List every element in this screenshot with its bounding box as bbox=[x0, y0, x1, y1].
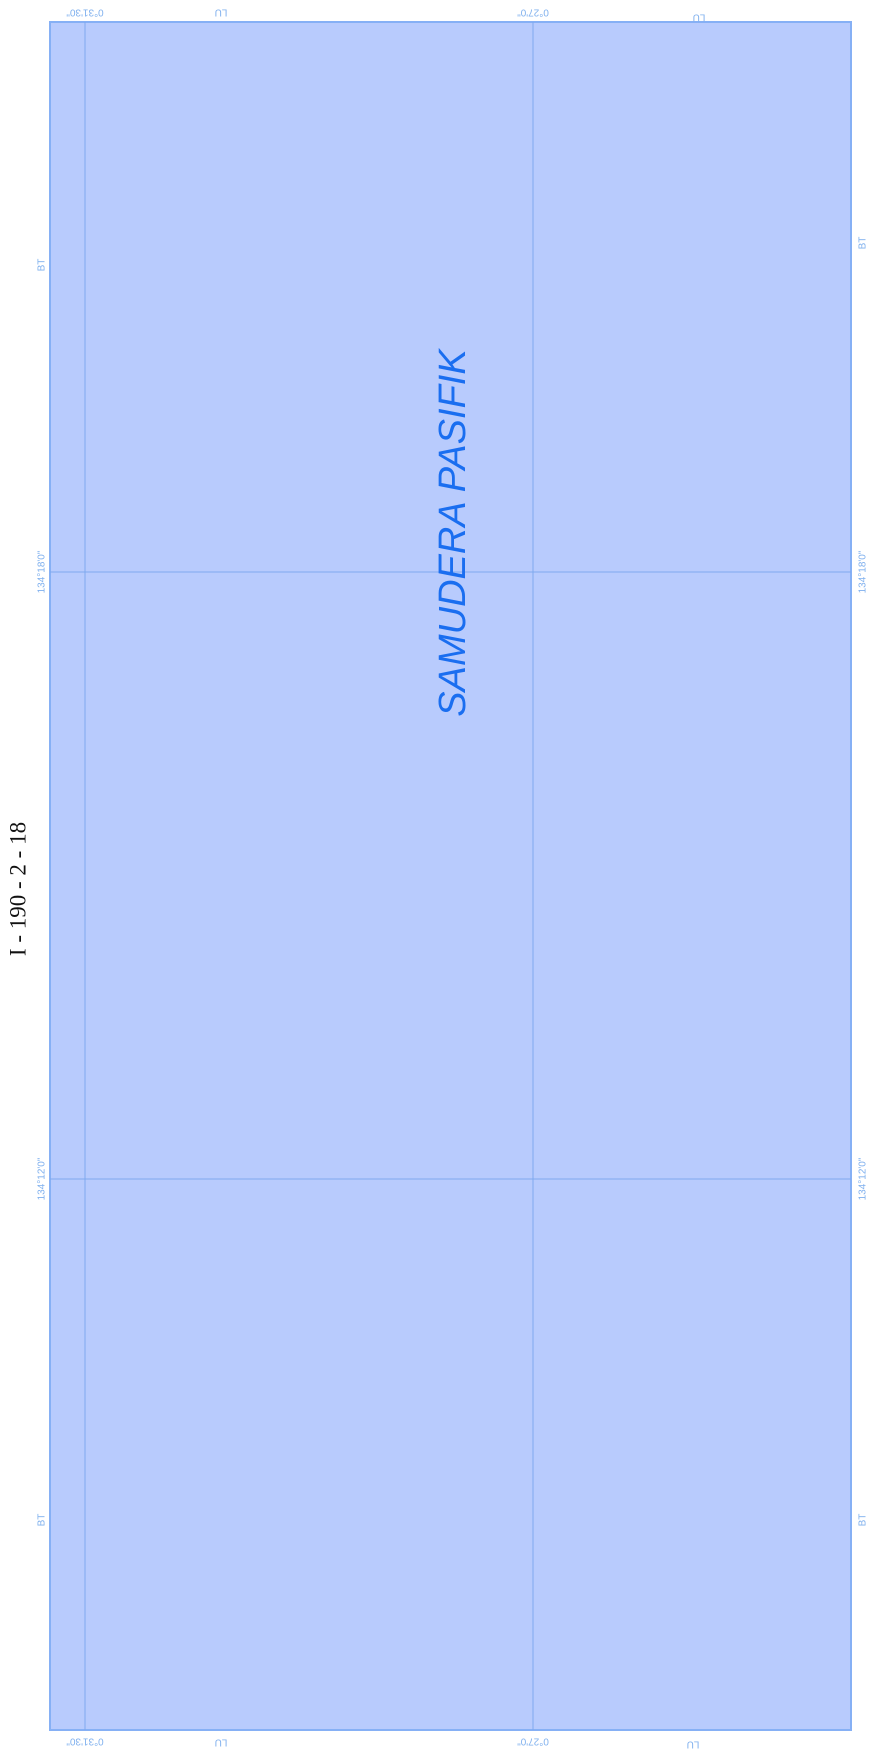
sheet-number: I - 190 - 2 - 18 bbox=[5, 822, 30, 956]
hemisphere-label: LU bbox=[687, 1738, 700, 1749]
longitude-label: 134°12'0" bbox=[858, 1157, 869, 1200]
hemisphere-label: LU bbox=[693, 11, 706, 22]
longitude-label: 134°12'0" bbox=[37, 1157, 48, 1200]
latitude-label: 0°27'0" bbox=[517, 1735, 549, 1746]
hemisphere-label: LU bbox=[215, 1736, 228, 1747]
latitude-label: 0°31'30" bbox=[66, 6, 104, 17]
latitude-label: 0°31'30" bbox=[66, 1735, 104, 1746]
longitude-label: 134°18'0" bbox=[37, 550, 48, 593]
hemisphere-label: BT bbox=[858, 237, 869, 250]
hemisphere-label: LU bbox=[215, 6, 228, 17]
sea-area bbox=[49, 21, 852, 1731]
longitude-label: 134°18'0" bbox=[858, 550, 869, 593]
hemisphere-label: BT bbox=[37, 1514, 48, 1527]
hemisphere-label: BT bbox=[858, 1514, 869, 1527]
sea-name: SAMUDERA PASIFIK bbox=[432, 348, 474, 717]
hemisphere-label: BT bbox=[37, 259, 48, 272]
latitude-label: 0°27'0" bbox=[517, 6, 549, 17]
